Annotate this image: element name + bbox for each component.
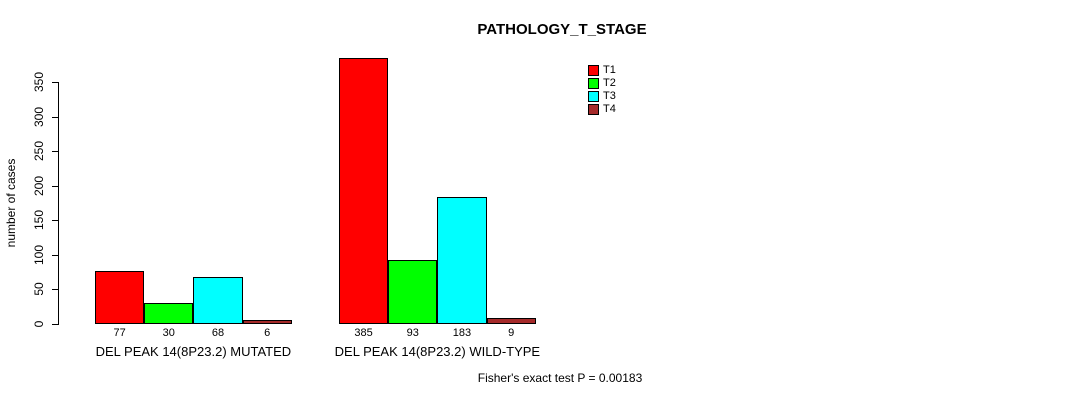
y-axis-tick [52, 116, 58, 118]
legend-item-t1: T1 [588, 65, 616, 76]
category-label: DEL PEAK 14(8P23.2) WILD-TYPE [334, 344, 541, 359]
y-axis-tick [52, 185, 58, 187]
legend-label: T4 [603, 103, 616, 115]
legend-item-t3: T3 [588, 91, 616, 102]
bar-value-label: 6 [264, 327, 271, 339]
y-axis-tick [52, 324, 58, 325]
y-axis-tick [52, 151, 58, 153]
legend: T1 T2 T3 T4 [588, 65, 616, 115]
legend-swatch-t1 [588, 65, 599, 76]
y-axis-line [58, 82, 59, 325]
bar-value-label: 77 [113, 327, 126, 339]
category-label: DEL PEAK 14(8P23.2) MUTATED [95, 344, 292, 359]
bar-t4-group2 [486, 317, 536, 324]
bar-t1-group2 [339, 57, 389, 324]
bar-value-label: 68 [211, 327, 225, 339]
bar-value-label: 93 [406, 327, 419, 339]
y-tick-label: 0 [32, 320, 46, 328]
legend-item-t2: T2 [588, 78, 616, 89]
bar-value-label: 9 [508, 327, 515, 339]
bar-t2-group2 [388, 259, 438, 324]
chart-title: PATHOLOGY_T_STAGE [477, 21, 647, 38]
y-tick-label: 100 [32, 244, 46, 265]
bar-value-label: 385 [354, 327, 373, 339]
bar-t2-group1 [144, 303, 194, 324]
bar-t3-group2 [437, 197, 487, 324]
legend-item-t4: T4 [588, 104, 616, 115]
y-axis-tick [52, 254, 58, 256]
bar-value-label: 183 [452, 327, 472, 339]
legend-label: T1 [603, 64, 616, 76]
bar-value-label: 30 [162, 327, 175, 339]
y-tick-label: 150 [32, 210, 46, 231]
y-tick-label: 250 [32, 141, 46, 162]
legend-swatch-t2 [588, 78, 599, 89]
legend-swatch-t3 [588, 91, 599, 102]
y-tick-label: 300 [32, 106, 46, 127]
y-axis-tick [52, 220, 58, 222]
y-tick-label: 50 [32, 282, 46, 297]
legend-label: T3 [603, 90, 616, 102]
y-axis-tick [52, 82, 58, 83]
legend-label: T2 [603, 77, 616, 89]
bar-t1-group1 [95, 270, 145, 324]
bar-t4-group1 [242, 319, 292, 324]
y-tick-label: 350 [32, 71, 46, 93]
bar-t3-group1 [193, 276, 243, 324]
annotation-text: Fisher's exact test P = 0.00183 [477, 371, 643, 385]
y-tick-label: 200 [32, 175, 46, 196]
legend-swatch-t4 [588, 104, 599, 115]
y-axis-tick [52, 289, 58, 291]
